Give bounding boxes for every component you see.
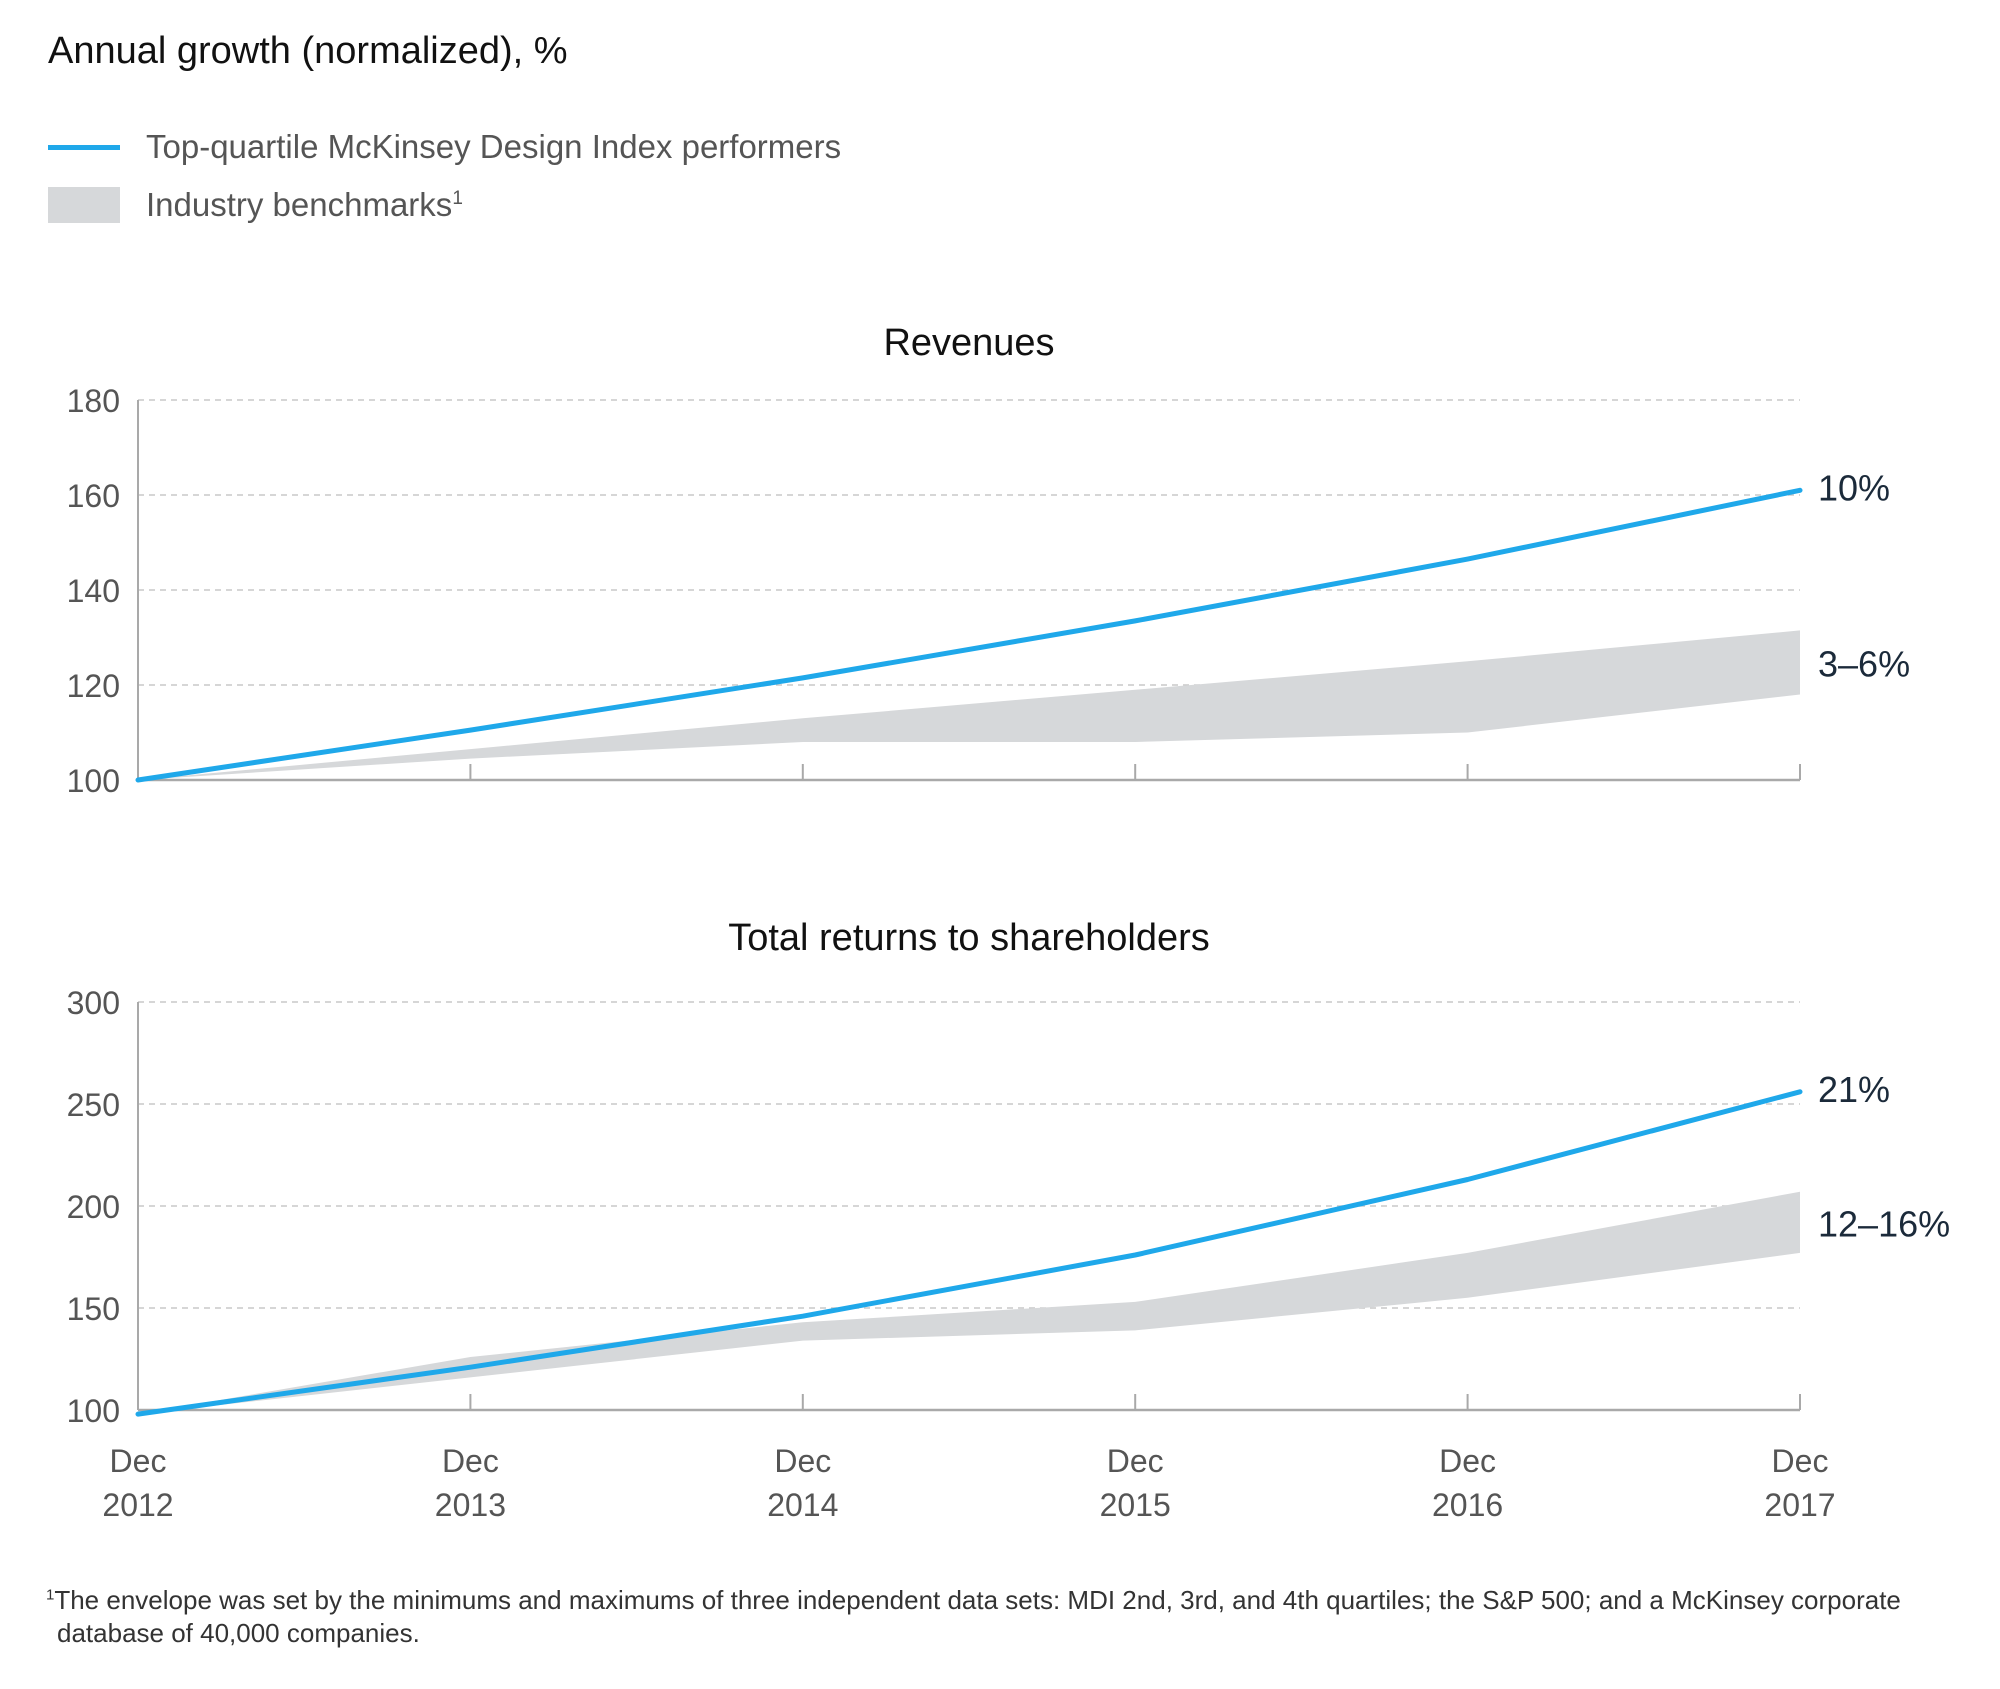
chart2-xlabel-year-3: 2015 [1100, 1487, 1171, 1523]
chart2-annotation-line: 21% [1818, 1069, 1890, 1110]
legend-label-band: Industry benchmarks1 [146, 186, 463, 224]
chart2-xlabel-year-2: 2014 [767, 1487, 838, 1523]
footnote-text: The envelope was set by the minimums and… [54, 1585, 1901, 1648]
chart1-annotation-line: 10% [1818, 467, 1890, 508]
chart1-ytick-label-140: 140 [67, 573, 120, 609]
legend: Top-quartile McKinsey Design Index perfo… [48, 118, 841, 234]
chart2-ytick-label-250: 250 [67, 1087, 120, 1123]
chart1-ytick-label-180: 180 [67, 383, 120, 419]
legend-label-line: Top-quartile McKinsey Design Index perfo… [146, 128, 842, 165]
chart1-performers-line [135, 487, 1803, 783]
chart1-ytick-label-100: 100 [67, 763, 120, 799]
legend-band-swatch [48, 187, 120, 223]
chart2-xlabel-month-5: Dec [1772, 1443, 1829, 1479]
chart2-annotation-band: 12–16% [1818, 1203, 1950, 1244]
footnote-marker: 1 [46, 1586, 55, 1604]
chart2-performers-line [135, 1089, 1803, 1417]
chart2-xlabel-year-4: 2016 [1432, 1487, 1503, 1523]
chart2-benchmark-band [138, 1191, 1800, 1415]
chart2-xlabel-month-3: Dec [1107, 1443, 1164, 1479]
chart1-annotation-band: 3–6% [1818, 643, 1910, 684]
chart2-title: Total returns to shareholders [728, 917, 1210, 959]
chart1-title: Revenues [883, 322, 1054, 364]
legend-footnote-marker: 1 [452, 188, 463, 209]
chart-header-title: Annual growth (normalized), % [48, 30, 568, 72]
chart2-xlabel-month-0: Dec [110, 1443, 167, 1479]
charts-svg: Revenues 100 120 140 160 180 10% 3–6% Total retu… [67, 322, 1951, 1523]
chart2-xlabel-year-5: 2017 [1764, 1487, 1835, 1523]
chart2-xlabel-month-2: Dec [774, 1443, 831, 1479]
legend-line-swatch [48, 144, 120, 150]
chart2-xlabel-year-1: 2013 [435, 1487, 506, 1523]
chart2-ytick-label-150: 150 [67, 1291, 120, 1327]
legend-label-band-text: Industry benchmarks [146, 186, 453, 223]
chart2-ytick-label-200: 200 [67, 1189, 120, 1225]
chart2-xlabel-year-0: 2012 [102, 1487, 173, 1523]
chart2-xlabel-month-1: Dec [442, 1443, 499, 1479]
chart1-benchmark-band [138, 630, 1800, 780]
chart1-ytick-label-120: 120 [67, 668, 120, 704]
chart1-ytick-label-160: 160 [67, 478, 120, 514]
chart2-ytick-label-100: 100 [67, 1393, 120, 1429]
legend-item-line: Top-quartile McKinsey Design Index perfo… [48, 118, 841, 176]
chart2-ytick-label-300: 300 [67, 985, 120, 1021]
footnote: 1The envelope was set by the minimums an… [46, 1584, 1987, 1650]
legend-item-band: Industry benchmarks1 [48, 176, 841, 234]
chart2-xlabel-month-4: Dec [1439, 1443, 1496, 1479]
